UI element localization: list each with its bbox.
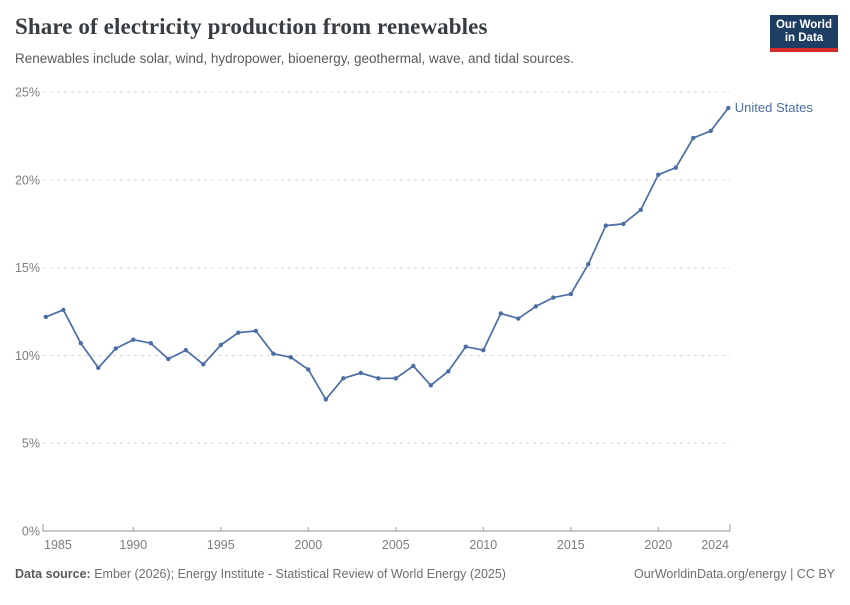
x-axis-label-2020: 2020 [644,538,672,552]
owid-logo[interactable]: Our World in Data [770,15,838,52]
data-point-1987[interactable] [78,341,84,346]
data-point-1998[interactable] [271,351,276,356]
data-point-2015[interactable] [568,291,573,297]
data-point-2022[interactable] [691,135,696,141]
data-point-2013[interactable] [533,304,538,309]
data-point-2009[interactable] [463,344,468,349]
chart-subtitle: Renewables include solar, wind, hydropow… [15,51,574,66]
data-point-1993[interactable] [183,348,188,353]
y-axis-label-5: 5% [22,437,40,451]
chart-title: Share of electricity production from ren… [15,14,488,39]
y-axis-label-0: 0% [22,524,40,538]
data-source-note: Data source: Ember (2026); Energy Instit… [15,566,506,582]
y-axis-label-10: 10% [15,349,40,363]
footer-link[interactable]: OurWorldinData.org/energy | CC BY [633,567,835,581]
data-point-2004[interactable] [376,376,381,381]
x-axis-label-2010: 2010 [469,538,497,552]
y-axis-label-25: 25% [15,86,40,100]
series-label-united-states[interactable]: United States [735,100,814,115]
data-point-2000[interactable] [306,367,311,372]
data-point-1996[interactable] [236,330,241,335]
data-point-2001[interactable] [323,397,328,402]
data-point-1991[interactable] [148,341,153,346]
data-point-2016[interactable] [586,262,591,267]
owid-logo-line2: in Data [784,31,824,44]
data-point-2023[interactable] [708,128,713,134]
series-line-united-states[interactable] [44,107,730,401]
owid-logo-line1: Our World [775,18,832,31]
data-point-2003[interactable] [358,370,363,376]
data-point-1992[interactable] [166,356,171,362]
x-axis-label-1990: 1990 [119,538,147,552]
data-point-1985[interactable] [43,314,48,320]
data-point-2002[interactable] [341,376,346,381]
data-point-2021[interactable] [673,165,678,170]
data-point-2006[interactable] [411,363,416,369]
data-point-2011[interactable] [498,311,503,316]
data-point-2007[interactable] [428,383,433,388]
x-axis-label-1985: 1985 [44,538,72,552]
x-axis-label-2024: 2024 [701,538,729,552]
data-point-1986[interactable] [61,307,66,313]
data-point-2020[interactable] [656,172,661,177]
data-point-2019[interactable] [638,207,643,212]
data-point-2014[interactable] [551,295,556,300]
data-point-2010[interactable] [481,348,486,353]
x-axis-label-2000: 2000 [294,538,322,552]
data-point-1989[interactable] [113,346,119,351]
x-axis-label-2005: 2005 [382,538,410,552]
data-point-1995[interactable] [218,342,223,348]
data-point-1988[interactable] [96,365,101,370]
data-point-1990[interactable] [131,337,136,342]
x-axis-label-2015: 2015 [557,538,585,552]
data-point-2012[interactable] [516,316,521,321]
chart-footer: Data source: Ember (2026); Energy Instit… [15,566,835,582]
data-point-2024[interactable] [726,105,731,111]
data-point-1997[interactable] [253,328,258,334]
data-point-2017[interactable] [603,223,608,228]
data-point-1994[interactable] [201,362,206,367]
data-point-2005[interactable] [393,376,398,381]
data-point-2018[interactable] [621,221,626,227]
data-point-1999[interactable] [288,355,293,360]
data-source-text: Ember (2026); Energy Institute - Statist… [90,567,506,581]
y-axis-label-15: 15% [15,261,40,275]
y-axis-label-20: 20% [15,173,40,187]
data-point-2008[interactable] [446,369,451,374]
data-source-label: Data source: [15,567,91,581]
x-axis-label-1995: 1995 [207,538,235,552]
